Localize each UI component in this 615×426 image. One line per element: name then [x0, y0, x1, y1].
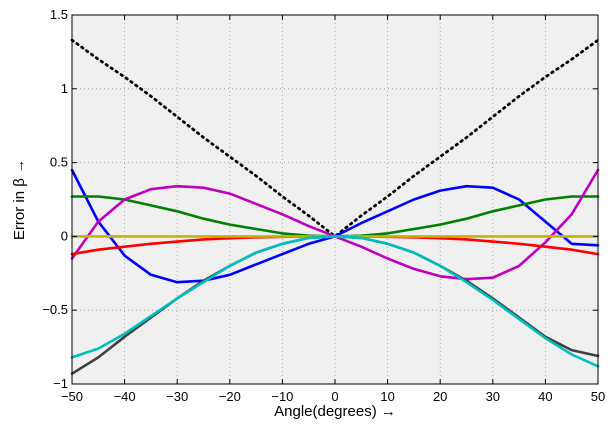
x-tick-label: −10 [271, 389, 293, 404]
x-tick-label: 40 [538, 389, 552, 404]
y-tick-label: 1 [61, 81, 68, 96]
y-tick-label: 0 [61, 228, 68, 243]
axis-ticks: −50 −40 −30 −20 −10 0 10 20 30 40 50 −1 −0.5 0 0.5 1 1.5 [42, 7, 605, 404]
series-layer [70, 38, 600, 376]
y-tick-label: −0.5 [42, 302, 68, 317]
y-axis-label: Error in β → [11, 159, 28, 240]
x-tick-label: 0 [331, 389, 338, 404]
x-tick-label: −50 [61, 389, 83, 404]
x-tick-label: −20 [219, 389, 241, 404]
series-line-8 [70, 235, 600, 368]
y-tick-label: 1.5 [50, 7, 68, 22]
x-tick-label: 50 [591, 389, 605, 404]
x-tick-label: 30 [486, 389, 500, 404]
series-line-1 [70, 38, 600, 238]
x-tick-label: −30 [166, 389, 188, 404]
x-axis-label: Angle(degrees) → [274, 403, 396, 420]
x-tick-label: 10 [380, 389, 394, 404]
x-tick-label: 20 [433, 389, 447, 404]
y-tick-label: 0.5 [50, 155, 68, 170]
y-tick-label: −1 [53, 376, 68, 391]
x-tick-label: −40 [114, 389, 136, 404]
